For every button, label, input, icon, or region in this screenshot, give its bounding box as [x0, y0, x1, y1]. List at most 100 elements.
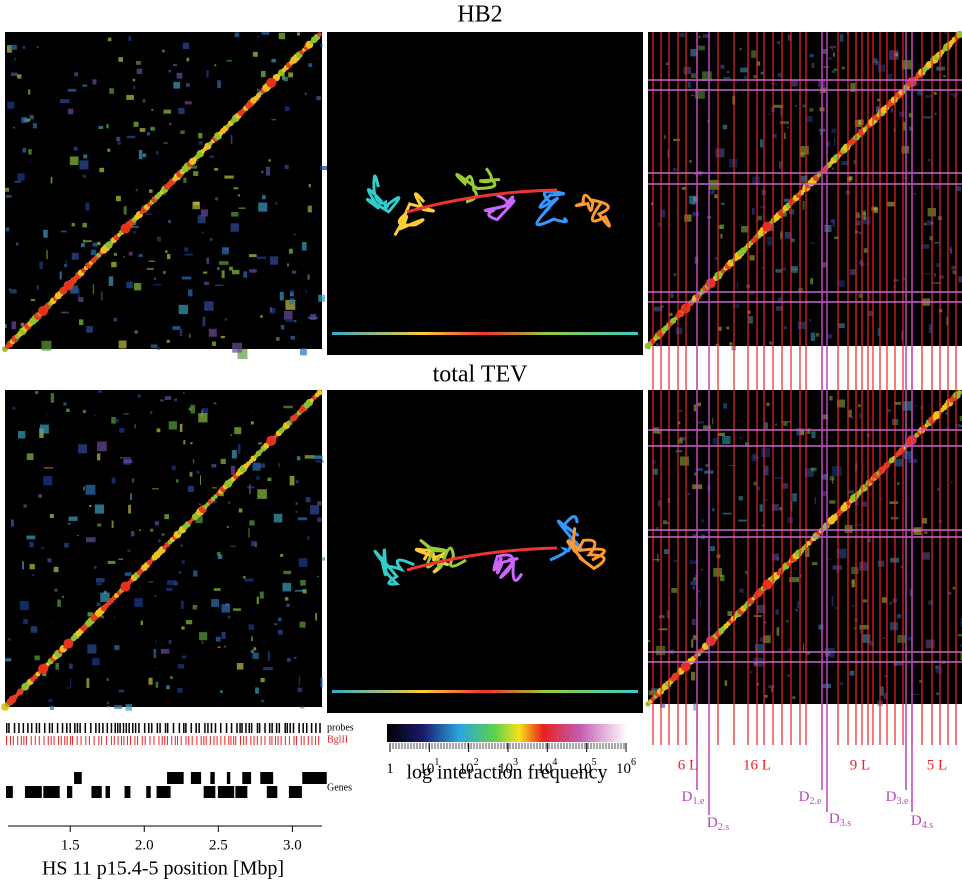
heatmap-speck [86, 678, 90, 688]
heatmap-speck [133, 85, 136, 90]
heatmap-speck [198, 503, 201, 506]
heatmap-speck [775, 306, 784, 311]
heatmap-speck [679, 456, 689, 466]
heatmap-speck [67, 88, 77, 92]
heatmap-speck [753, 615, 762, 617]
heatmap-speck [14, 180, 21, 183]
heatmap-speck [215, 284, 224, 286]
heatmap-speck [178, 304, 188, 315]
heatmap-speck [69, 663, 73, 669]
gene [203, 786, 216, 798]
probe [128, 723, 130, 733]
heatmap-speck [78, 319, 84, 326]
heatmap-speck [212, 500, 217, 504]
heatmap-speck [729, 342, 733, 346]
heatmap-speck [252, 51, 258, 57]
heatmap-speck [651, 202, 653, 206]
heatmap-speck [284, 597, 289, 601]
heatmap-speck [278, 463, 280, 468]
heatmap-speck [902, 277, 906, 280]
heatmap-speck [751, 50, 757, 58]
heatmap-speck [759, 504, 763, 512]
heatmap-speck [800, 146, 809, 155]
heatmap-speck [769, 113, 771, 115]
heatmap-speck [204, 301, 214, 311]
heatmap-speck [660, 702, 666, 708]
bglii-site [141, 736, 143, 745]
heatmap-speck [797, 601, 799, 608]
heatmap-speck [11, 321, 17, 330]
heatmap-speck [79, 160, 89, 170]
heatmap-speck [859, 561, 869, 571]
x-tick-label: 2.5 [209, 837, 228, 853]
boundary-letter: D [911, 813, 922, 829]
heatmap-speck [694, 472, 698, 476]
heatmap-speck [255, 687, 259, 694]
heatmap-speck [231, 450, 237, 459]
heatmap-speck [133, 121, 139, 127]
heatmap-speck [92, 657, 100, 666]
heatmap-speck [50, 621, 52, 623]
hotspot [38, 663, 49, 674]
heatmap-speck [712, 437, 719, 445]
heatmap-speck [759, 637, 764, 642]
heatmap-speck [17, 74, 22, 79]
tick-base: 10 [577, 761, 592, 777]
heatmap-speck [118, 57, 123, 62]
heatmap-speck [787, 517, 794, 524]
heatmap-speck [761, 448, 771, 458]
heatmap-speck [42, 671, 47, 677]
heatmap-speck [5, 658, 12, 662]
heatmap-speck [671, 588, 678, 593]
probe [190, 723, 193, 733]
heatmap-speck [82, 84, 88, 87]
bglii-site [188, 736, 190, 745]
heatmap-speck [766, 402, 770, 407]
heatmap-speck [933, 91, 937, 95]
heatmap-speck [128, 251, 133, 256]
probe [219, 723, 222, 733]
heatmap-speck [317, 501, 322, 506]
heatmap-speck [32, 574, 34, 576]
heatmap-speck [123, 206, 127, 215]
heatmap-speck [74, 72, 79, 77]
gene [43, 786, 60, 798]
heatmap-speck [753, 481, 758, 486]
structure-loop [549, 515, 583, 562]
heatmap-speck [214, 168, 219, 171]
heatmap-speck [204, 281, 209, 286]
colorbar [387, 724, 627, 742]
heatmap-speck [863, 248, 869, 253]
heatmap-speck [749, 255, 755, 261]
heatmap-speck [223, 645, 226, 648]
heatmap-speck [265, 166, 271, 176]
probe [183, 723, 185, 733]
heatmap-speck [175, 479, 179, 483]
probe [302, 723, 304, 733]
heatmap-speck [802, 104, 806, 108]
heatmap-speck [824, 224, 832, 233]
heatmap-speck [833, 137, 836, 146]
heatmap-speck [182, 42, 190, 50]
heatmap-speck [806, 115, 813, 123]
heatmap-speck [763, 465, 769, 476]
heatmap-speck [884, 675, 887, 678]
heatmap-speck [837, 280, 845, 287]
heatmap-speck [852, 581, 855, 584]
heatmap-speck [26, 453, 34, 461]
heatmap-speck [153, 277, 156, 280]
bglii-site [174, 736, 176, 745]
heatmap-speck [764, 498, 768, 502]
probe [241, 723, 243, 733]
heatmap-speck [284, 310, 293, 320]
heatmap-speck [253, 647, 257, 651]
structure-loop [535, 189, 568, 227]
heatmap-speck [107, 706, 110, 709]
heatmap-speck [296, 32, 300, 36]
bglii-site [105, 736, 107, 745]
heatmap-speck [790, 268, 798, 270]
heatmap-speck [831, 466, 842, 476]
gene [302, 772, 315, 784]
heatmap-speck [134, 424, 136, 429]
heatmap-speck [65, 260, 67, 264]
